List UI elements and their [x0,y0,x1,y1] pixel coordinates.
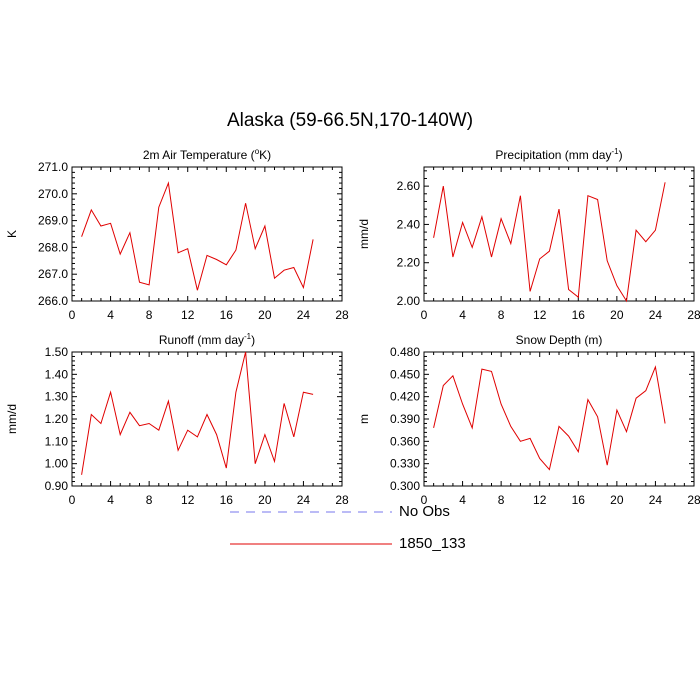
figure-title: Alaska (59-66.5N,170-140W) [226,110,474,131]
x-tick-label: 4 [459,308,466,322]
y-tick-label: 2.60 [397,179,421,193]
x-tick-label: 4 [459,493,466,507]
panel-title: 2m Air Temperature (oK) [143,147,271,162]
y-axis-label: m [357,414,371,424]
y-axis-label: mm/d [357,219,371,249]
y-tick-label: 269.0 [38,214,68,228]
legend-label-no-obs: No Obs [399,503,450,520]
y-tick-label: 266.0 [38,294,68,308]
chart-panel-2: 0 4 8 12 16 20 24 28 2.00 2.20 2.40 2.60 mm/d Precipi… [357,147,700,322]
panel-title: Runoff (mm day-1) [159,332,255,347]
x-tick-label: 12 [533,308,547,322]
x-tick-label: 16 [572,308,586,322]
series-line [433,365,666,471]
plot-frame [71,166,343,302]
y-tick-label: 268.0 [38,240,68,254]
x-tick-label: 28 [335,493,349,507]
x-tick-label: 20 [258,308,272,322]
x-tick-label: 8 [498,493,505,507]
x-tick-label: 12 [533,493,547,507]
x-tick-label: 12 [181,493,195,507]
x-tick-label: 8 [146,493,153,507]
x-tick-label: 4 [107,493,114,507]
y-tick-label: 2.00 [397,294,421,308]
y-tick-label: 0.420 [390,390,420,404]
x-tick-label: 24 [297,493,311,507]
x-tick-label: 16 [220,308,234,322]
x-tick-label: 28 [335,308,349,322]
y-tick-label: 267.0 [38,267,68,281]
legend-label-1850-133: 1850_133 [399,535,466,552]
x-tick-label: 28 [687,493,700,507]
plot-frame [423,166,695,302]
y-tick-label: 271.0 [38,160,68,174]
x-tick-label: 24 [297,308,311,322]
y-tick-label: 1.20 [45,412,69,426]
y-tick-label: 0.300 [390,479,420,493]
x-tick-label: 4 [107,308,114,322]
y-tick-label: 1.00 [45,457,69,471]
y-tick-label: 1.10 [45,434,69,448]
x-tick-label: 24 [649,308,663,322]
y-tick-label: 1.50 [45,345,69,359]
y-tick-label: 1.30 [45,390,69,404]
x-tick-label: 0 [69,493,76,507]
y-tick-label: 2.40 [397,217,421,231]
x-tick-label: 24 [649,493,663,507]
chart-panel-3: 0 4 8 12 16 20 24 28 0.90 1.00 1.10 1.20 1.30 1.40 1.5… [5,332,349,507]
x-tick-label: 16 [220,493,234,507]
x-tick-label: 0 [69,308,76,322]
y-tick-label: 1.40 [45,367,69,381]
x-tick-label: 8 [498,308,505,322]
y-tick-label: 0.390 [390,412,420,426]
y-tick-label: 2.20 [397,256,421,270]
series-line [81,351,314,475]
series-line [81,181,314,291]
chart-panel-4: 0 4 8 12 16 20 24 28 0.300 0.330 0.360 0.390 0.420 0.… [357,333,700,507]
series-line [433,182,666,303]
chart-panel-1: 0 4 8 12 16 20 24 28 266.0 267.0 268.0 269.0 270.0 27… [5,147,349,322]
x-tick-label: 20 [258,493,272,507]
x-tick-label: 0 [421,493,428,507]
y-tick-label: 0.360 [390,434,420,448]
y-tick-label: 270.0 [38,187,68,201]
x-tick-label: 20 [610,308,624,322]
x-tick-label: 28 [687,308,700,322]
plot-frame [71,351,343,487]
x-tick-label: 0 [421,308,428,322]
y-tick-label: 0.450 [390,367,420,381]
panel-title: Precipitation (mm day-1) [495,147,622,162]
y-tick-label: 0.480 [390,345,420,359]
y-axis-label: mm/d [5,404,19,434]
x-tick-label: 20 [610,493,624,507]
y-tick-label: 0.330 [390,457,420,471]
y-tick-label: 0.90 [45,479,69,493]
x-tick-label: 16 [572,493,586,507]
panel-title: Snow Depth (m) [516,333,603,347]
x-tick-label: 12 [181,308,195,322]
y-axis-label: K [5,230,19,238]
x-tick-label: 8 [146,308,153,322]
